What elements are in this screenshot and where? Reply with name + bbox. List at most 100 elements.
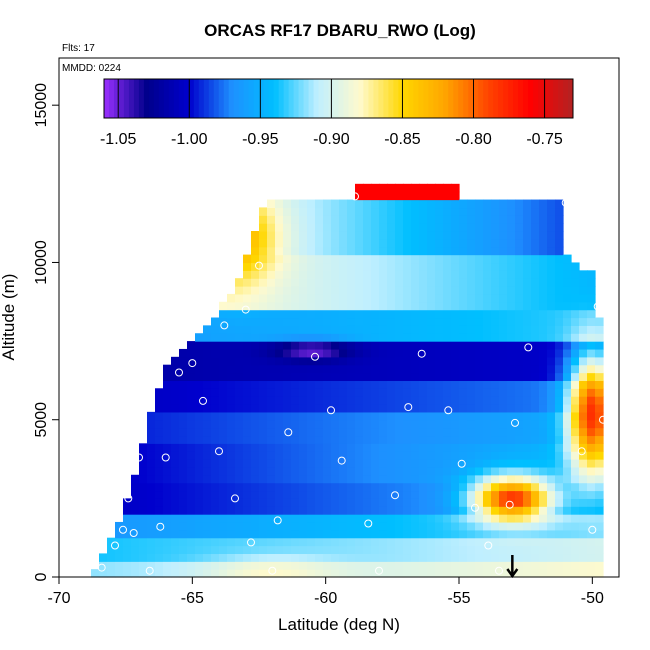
heatmap-cell	[131, 545, 140, 555]
heatmap-cell	[331, 435, 340, 444]
heatmap-cell	[291, 545, 300, 555]
heatmap-cell	[499, 348, 508, 358]
heatmap-cell	[379, 388, 388, 397]
heatmap-cell	[427, 262, 436, 271]
heatmap-cell	[587, 270, 596, 279]
heatmap-cell	[307, 231, 316, 240]
heatmap-cell	[547, 231, 556, 240]
heatmap-cell	[307, 459, 316, 468]
heatmap-cell	[419, 183, 428, 193]
heatmap-cell	[299, 545, 308, 555]
heatmap-cell	[395, 545, 404, 555]
heatmap-cell	[499, 561, 508, 570]
heatmap-cell	[299, 286, 308, 295]
heatmap-cell	[355, 372, 364, 382]
heatmap-cell	[299, 466, 308, 476]
heatmap-cell	[259, 451, 268, 460]
heatmap-cell	[371, 372, 380, 382]
heatmap-cell	[123, 537, 132, 547]
heatmap-cell	[187, 427, 196, 437]
heatmap-cell	[587, 333, 596, 342]
heatmap-cell	[571, 514, 580, 523]
heatmap-cell	[531, 380, 540, 389]
colorbar-segment	[368, 79, 374, 118]
heatmap-cell	[259, 498, 268, 507]
heatmap-cell	[331, 341, 340, 350]
heatmap-cell	[499, 466, 508, 476]
colorbar-segment	[548, 79, 554, 118]
heatmap-cell	[523, 443, 532, 452]
heatmap-cell	[539, 498, 548, 507]
heatmap-cell	[395, 396, 404, 405]
heatmap-cell	[371, 490, 380, 499]
heatmap-cell	[163, 419, 172, 429]
heatmap-cell	[347, 293, 356, 303]
heatmap-cell	[307, 537, 316, 547]
heatmap-cell	[507, 309, 516, 319]
heatmap-cell	[571, 341, 580, 350]
heatmap-cell	[195, 388, 204, 397]
heatmap-cell	[411, 521, 420, 531]
heatmap-cell	[163, 372, 172, 382]
heatmap-cell	[571, 498, 580, 507]
heatmap-cell	[427, 270, 436, 279]
heatmap-cell	[547, 372, 556, 382]
heatmap-cell	[179, 388, 188, 397]
heatmap-cell	[523, 451, 532, 460]
heatmap-cell	[371, 545, 380, 555]
heatmap-cell	[491, 309, 500, 319]
sample-point	[588, 525, 597, 534]
colorbar-segment	[468, 79, 474, 118]
heatmap-cell	[227, 514, 236, 523]
heatmap-cell	[235, 396, 244, 405]
heatmap-cell	[307, 396, 316, 405]
heatmap-cell	[179, 396, 188, 405]
heatmap-cell	[443, 286, 452, 295]
heatmap-cell	[467, 435, 476, 444]
heatmap-cell	[579, 521, 588, 531]
heatmap-cell	[251, 333, 260, 342]
heatmap-cell	[171, 356, 180, 366]
heatmap-cell	[355, 466, 364, 476]
heatmap-cell	[571, 537, 580, 547]
heatmap-cell	[579, 569, 588, 578]
heatmap-cell	[547, 293, 556, 303]
heatmap-cell	[523, 435, 532, 444]
heatmap-cell	[211, 396, 220, 405]
heatmap-cell	[427, 443, 436, 452]
colorbar-segment	[168, 79, 175, 118]
heatmap-cell	[267, 388, 276, 397]
heatmap-cell	[539, 199, 548, 209]
heatmap-cell	[571, 333, 580, 342]
heatmap-cell	[371, 411, 380, 421]
heatmap-cell	[443, 529, 452, 539]
heatmap-cell	[435, 325, 444, 334]
colorbar-segment	[113, 79, 120, 118]
heatmap-cell	[499, 364, 508, 374]
heatmap-cell	[491, 411, 500, 421]
heatmap-cell	[299, 514, 308, 523]
heatmap-cell	[195, 474, 204, 484]
heatmap-cell	[307, 286, 316, 295]
heatmap-cell	[379, 427, 388, 437]
heatmap-cell	[323, 506, 332, 515]
heatmap-cell	[283, 254, 292, 264]
heatmap-cell	[515, 341, 524, 350]
heatmap-cell	[459, 498, 468, 507]
heatmap-cell	[499, 380, 508, 389]
heatmap-cell	[427, 341, 436, 350]
heatmap-cell	[251, 238, 260, 248]
heatmap-cell	[467, 231, 476, 240]
heatmap-cell	[163, 466, 172, 476]
marker-head	[506, 568, 519, 579]
heatmap-cell	[235, 309, 244, 319]
heatmap-cell	[435, 466, 444, 476]
heatmap-cell	[195, 553, 204, 562]
heatmap-cell	[347, 246, 356, 256]
heatmap-cell	[331, 521, 340, 531]
heatmap-cell	[515, 396, 524, 405]
heatmap-cell	[235, 561, 244, 570]
heatmap-cell	[395, 529, 404, 539]
heatmap-cell	[555, 301, 564, 311]
heatmap-cell	[395, 443, 404, 452]
